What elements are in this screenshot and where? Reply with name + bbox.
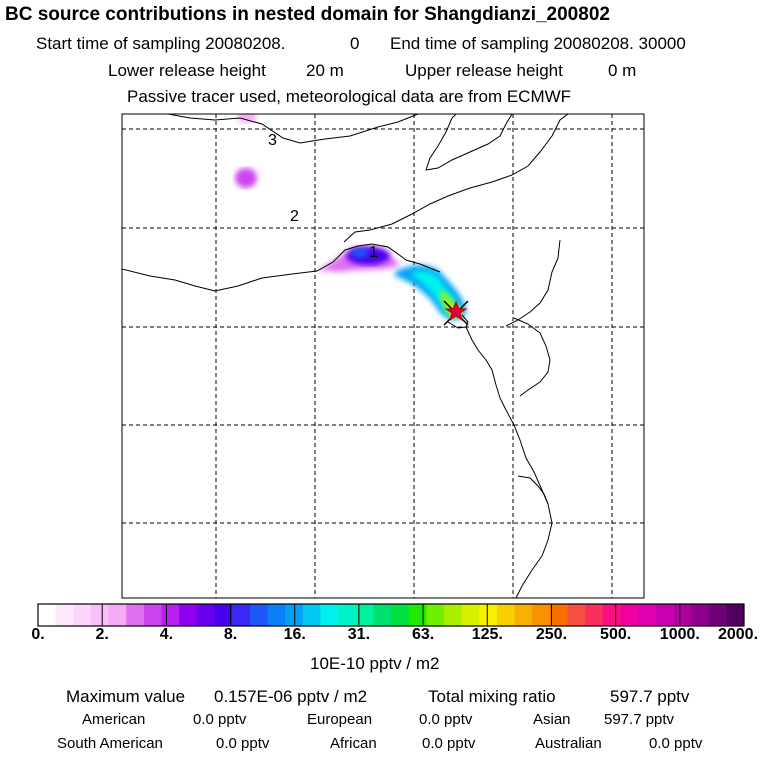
colorbar-cell (549, 604, 568, 626)
australian-value: 0.0 pptv (649, 735, 703, 752)
map-frame (121, 113, 645, 599)
colorbar-tick-label: 1000. (659, 626, 700, 643)
colorbar (37, 603, 745, 627)
colorbar-tick-label: 2. (95, 626, 109, 643)
map-panel: 1 2 3 (121, 113, 645, 599)
lower-release-label: Lower release height (108, 61, 266, 80)
day-marker-3: 3 (268, 132, 277, 149)
colorbar-cell (232, 604, 251, 626)
colorbar-cell (655, 604, 674, 626)
colorbar-cell (373, 604, 392, 626)
colorbar-cell (126, 604, 145, 626)
colorbar-cell (320, 604, 339, 626)
colorbar-cell (161, 604, 180, 626)
colorbar-cell (691, 604, 710, 626)
african-label: African (330, 735, 377, 752)
grid-lines (122, 114, 644, 598)
south-american-label: South American (57, 735, 163, 752)
colorbar-cell (479, 604, 498, 626)
end-time-label: End time of sampling 20080208. 30000 (390, 34, 686, 53)
colorbar-cell (179, 604, 198, 626)
american-value: 0.0 pptv (193, 711, 247, 728)
colorbar-cell (302, 604, 321, 626)
colorbar-tick-label: 8. (223, 626, 238, 643)
colorbar-tick-label: 250. (535, 626, 568, 643)
colorbar-cell (567, 604, 586, 626)
colorbar-tick-label: 125. (471, 626, 503, 643)
colorbar-cell (726, 604, 745, 626)
colorbar-tick-label: 16. (283, 626, 306, 643)
colorbar-tick-label: 4. (159, 626, 174, 643)
colorbar-cell (602, 604, 621, 626)
australian-label: Australian (535, 735, 602, 752)
colorbar-cell (285, 604, 304, 626)
colorbar-unit: 10E-10 pptv / m2 (310, 654, 440, 673)
colorbar-cell (143, 604, 163, 626)
asian-value: 597.7 pptv (604, 711, 675, 728)
colorbar-cell (496, 604, 516, 626)
colorbar-cell (443, 604, 463, 626)
colorbar-cell (426, 604, 445, 626)
day-marker-2: 2 (290, 208, 299, 225)
european-value: 0.0 pptv (419, 711, 473, 728)
plot-title: BC source contributions in nested domain… (5, 4, 610, 25)
day-marker-1: 1 (369, 244, 378, 261)
colorbar-cell (73, 604, 92, 626)
colorbar-tick-label: 63. (411, 626, 435, 643)
colorbar-cell (338, 604, 357, 626)
colorbar-cell (38, 604, 57, 626)
lower-release-value: 20 m (306, 61, 344, 80)
start-time-label: Start time of sampling 20080208. (36, 34, 286, 53)
african-value: 0.0 pptv (422, 735, 476, 752)
colorbar-cell (408, 604, 427, 626)
colorbar-cell (620, 604, 639, 626)
colorbar-cell (391, 604, 410, 626)
total-mixing-label: Total mixing ratio (428, 687, 556, 706)
colorbar-tick-label: 2000. (717, 626, 759, 643)
station-star-icon (443, 300, 469, 326)
colorbar-cell (267, 604, 286, 626)
colorbar-cell (90, 604, 110, 626)
colorbar-cell (673, 604, 692, 626)
colorbar-cell (514, 604, 533, 626)
american-label: American (82, 711, 146, 728)
colorbar-cell (355, 604, 374, 626)
max-value: 0.157E-06 pptv / m2 (214, 687, 368, 706)
colorbar-cell (214, 604, 233, 626)
max-value-label: Maximum value (66, 687, 186, 706)
colorbar-tick-label: 500. (600, 626, 632, 643)
colorbar-tick-label: 31. (347, 626, 371, 643)
total-mixing-value: 597.7 pptv (610, 687, 690, 706)
colorbar-cell (461, 604, 480, 626)
colorbar-cell (55, 604, 74, 626)
upper-release-label: Upper release height (405, 61, 563, 80)
colorbar-cell (532, 604, 551, 626)
colorbar-cell (585, 604, 604, 626)
colorbar-frame (37, 603, 745, 627)
asian-label: Asian (533, 711, 571, 728)
colorbar-cell (249, 604, 268, 626)
start-time-value: 0 (350, 34, 360, 53)
colorbar-tick-label: 0. (31, 626, 45, 643)
colorbar-cell (196, 604, 215, 626)
tracer-note: Passive tracer used, meteorological data… (127, 87, 572, 106)
colorbar-cell (708, 604, 727, 626)
colorbar-cell (108, 604, 127, 626)
coastlines (122, 114, 569, 598)
upper-release-value: 0 m (608, 61, 637, 80)
european-label: European (307, 711, 373, 728)
south-american-value: 0.0 pptv (216, 735, 270, 752)
colorbar-cell (638, 604, 657, 626)
